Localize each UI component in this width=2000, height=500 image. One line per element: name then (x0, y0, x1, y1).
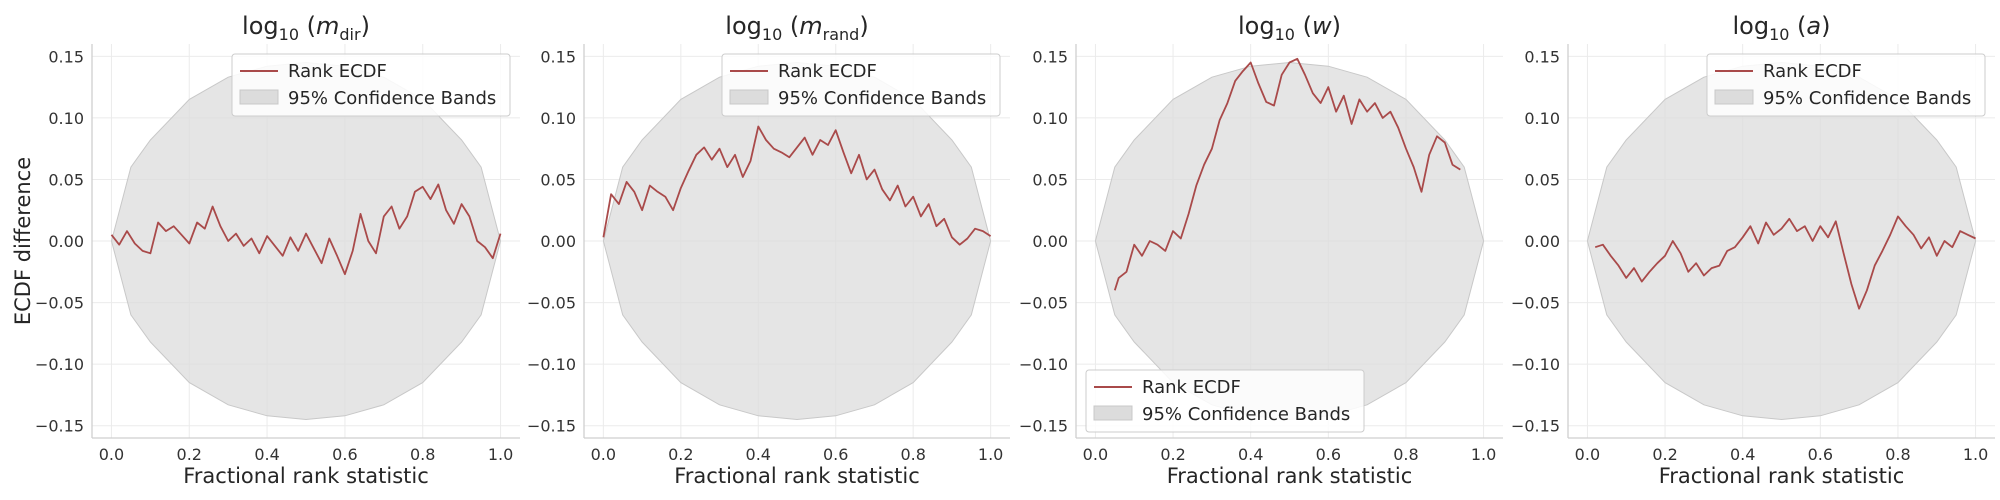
y-tick-label: −0.05 (1511, 294, 1560, 313)
x-axis-label: Fractional rank statistic (183, 464, 429, 488)
ecdf-panel-2: 0.0 0.2 0.4 0.6 0.8 1.0 −0.15 −0.10 −0.05 0.00 0.0… (527, 12, 1010, 488)
legend-label-confidence-bands: 95% Confidence Bands (1142, 404, 1350, 425)
ecdf-panel-4: 0.0 0.2 0.4 0.6 0.8 1.0 −0.15 −0.10 −0.05 0.00 0.0… (1511, 12, 1995, 488)
legend: Rank ECDF 95% Confidence Bands (1085, 369, 1365, 433)
y-tick-label: 0.05 (48, 170, 84, 189)
x-tick-label: 0.6 (823, 445, 848, 464)
legend-frame (721, 53, 1001, 117)
y-tick-label: 0.05 (1032, 170, 1068, 189)
confidence-band (1094, 61, 1485, 421)
y-tick-label: 0.10 (1032, 109, 1068, 128)
legend-band-swatch (239, 89, 279, 105)
x-tick-label: 0.8 (1393, 445, 1418, 464)
x-tick-label: 0.8 (1885, 445, 1910, 464)
x-tick-label: 0.2 (668, 445, 693, 464)
x-axis-label: Fractional rank statistic (1167, 464, 1413, 488)
legend: Rank ECDF 95% Confidence Bands (1706, 53, 1986, 117)
y-tick-label: 0.00 (1524, 232, 1560, 251)
x-tick-label: 0.6 (332, 445, 357, 464)
panel-title: log10 (mdir) (242, 12, 370, 44)
y-tick-label: 0.10 (1524, 109, 1560, 128)
y-tick-label: 0.10 (540, 109, 576, 128)
x-tick-label: 0.0 (1575, 445, 1600, 464)
x-tick-label: 0.4 (1730, 445, 1755, 464)
ecdf-panel-1: 0.0 0.2 0.4 0.6 0.8 1.0 −0.15 −0.10 −0.05 0.00 0.0… (35, 12, 520, 488)
y-tick-label: 0.05 (1524, 170, 1560, 189)
x-tick-label: 1.0 (978, 445, 1003, 464)
ecdf-panel-3: 0.0 0.2 0.4 0.6 0.8 1.0 −0.15 −0.10 −0.05 0.00 0.0… (1019, 12, 1503, 488)
x-tick-label: 1.0 (1963, 445, 1988, 464)
y-tick-label: −0.10 (1511, 355, 1560, 374)
legend-label-rank-ecdf: Rank ECDF (778, 61, 877, 82)
panel-title: log10 (w) (1238, 12, 1341, 44)
x-tick-label: 0.2 (177, 445, 202, 464)
y-tick-label: 0.00 (48, 232, 84, 251)
y-tick-label: −0.15 (1511, 417, 1560, 436)
legend-label-rank-ecdf: Rank ECDF (288, 61, 387, 82)
y-tick-label: 0.00 (540, 232, 576, 251)
x-tick-label: 0.0 (99, 445, 124, 464)
y-tick-label: −0.05 (1019, 294, 1068, 313)
y-tick-label: 0.10 (48, 109, 84, 128)
x-tick-label: 0.2 (1160, 445, 1185, 464)
y-tick-label: 0.15 (540, 47, 576, 66)
x-tick-label: 0.0 (1083, 445, 1108, 464)
y-tick-label: −0.10 (527, 355, 576, 374)
legend-band-swatch (1714, 89, 1754, 105)
y-tick-label: 0.00 (1032, 232, 1068, 251)
rank-ecdf-line (1113, 57, 1461, 291)
legend-label-confidence-bands: 95% Confidence Bands (778, 88, 986, 109)
legend-frame (1706, 53, 1986, 117)
x-tick-label: 0.6 (1316, 445, 1341, 464)
legend-label-confidence-bands: 95% Confidence Bands (1763, 88, 1971, 109)
legend-band-swatch (1093, 405, 1133, 421)
y-tick-label: −0.05 (35, 294, 84, 313)
x-tick-label: 0.8 (410, 445, 435, 464)
y-tick-label: 0.15 (1524, 47, 1560, 66)
x-tick-label: 0.4 (746, 445, 771, 464)
x-tick-label: 1.0 (1471, 445, 1496, 464)
x-tick-label: 1.0 (488, 445, 513, 464)
y-tick-label: 0.15 (48, 47, 84, 66)
y-axis-label: ECDF difference (11, 157, 35, 325)
rank-ecdf-line (1594, 215, 1976, 310)
panel-title: log10 (a) (1732, 12, 1830, 44)
legend: Rank ECDF 95% Confidence Bands (721, 53, 1001, 117)
y-tick-label: 0.15 (1032, 47, 1068, 66)
rank-ecdf-line (110, 183, 502, 276)
legend-label-rank-ecdf: Rank ECDF (1763, 61, 1862, 82)
x-tick-label: 0.4 (1238, 445, 1263, 464)
legend-label-rank-ecdf: Rank ECDF (1142, 377, 1241, 398)
legend-band-swatch (729, 89, 769, 105)
confidence-band (1586, 61, 1977, 421)
legend-frame (1085, 369, 1365, 433)
y-tick-label: −0.10 (35, 355, 84, 374)
rank-ecdf-line (602, 125, 992, 246)
x-tick-label: 0.6 (1808, 445, 1833, 464)
y-tick-label: −0.15 (527, 417, 576, 436)
x-axis-label: Fractional rank statistic (674, 464, 920, 488)
x-tick-label: 0.2 (1652, 445, 1677, 464)
y-tick-label: −0.10 (1019, 355, 1068, 374)
x-axis-label: Fractional rank statistic (1659, 464, 1905, 488)
legend: Rank ECDF 95% Confidence Bands (231, 53, 511, 117)
y-tick-label: 0.05 (540, 170, 576, 189)
panel-title: log10 (mrand) (725, 12, 868, 44)
x-tick-label: 0.8 (900, 445, 925, 464)
x-tick-label: 0.4 (254, 445, 279, 464)
y-tick-label: −0.15 (1019, 417, 1068, 436)
x-tick-label: 0.0 (591, 445, 616, 464)
y-tick-label: −0.15 (35, 417, 84, 436)
legend-frame (231, 53, 511, 117)
confidence-band (110, 61, 502, 421)
y-tick-label: −0.05 (527, 294, 576, 313)
legend-label-confidence-bands: 95% Confidence Bands (288, 88, 496, 109)
